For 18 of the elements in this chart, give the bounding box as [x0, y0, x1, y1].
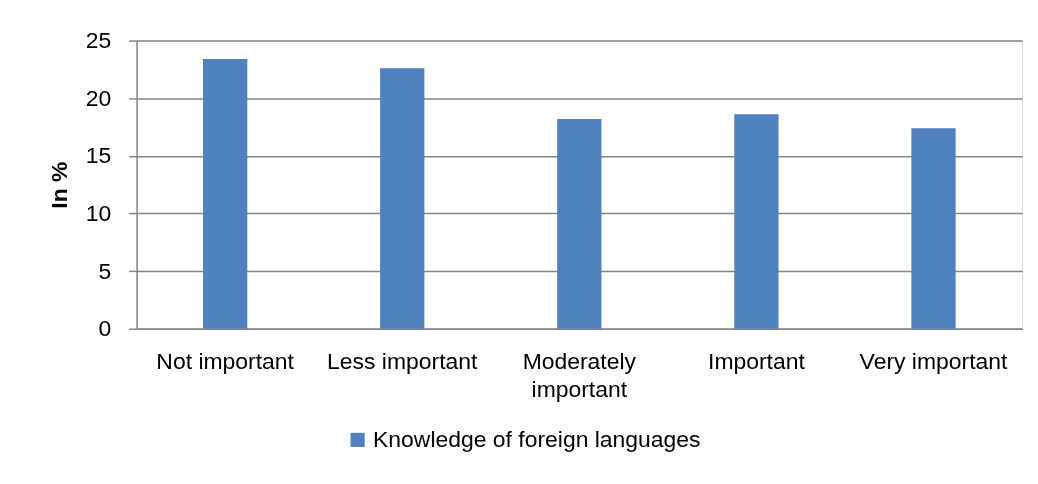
bar — [911, 128, 956, 329]
bar — [734, 114, 779, 329]
x-tick-label: Important — [708, 348, 806, 375]
y-tick-label: 5 — [98, 257, 112, 284]
x-tick-label: Less important — [327, 348, 479, 375]
bar — [557, 118, 602, 329]
bar — [380, 68, 425, 329]
y-tick-label: 25 — [85, 27, 112, 54]
y-tick-label: 10 — [85, 199, 112, 226]
bar — [203, 58, 248, 329]
y-tick-label: 0 — [98, 315, 112, 342]
x-tick-label: Moderately important — [522, 348, 637, 403]
x-tick-label: Very important — [859, 348, 1009, 375]
y-axis-title: In % — [45, 161, 72, 209]
y-tick-label: 15 — [85, 142, 112, 169]
x-tick-label: Not important — [156, 348, 295, 375]
legend-label: Knowledge of foreign languages — [373, 425, 701, 452]
y-tick-label: 20 — [85, 84, 112, 111]
